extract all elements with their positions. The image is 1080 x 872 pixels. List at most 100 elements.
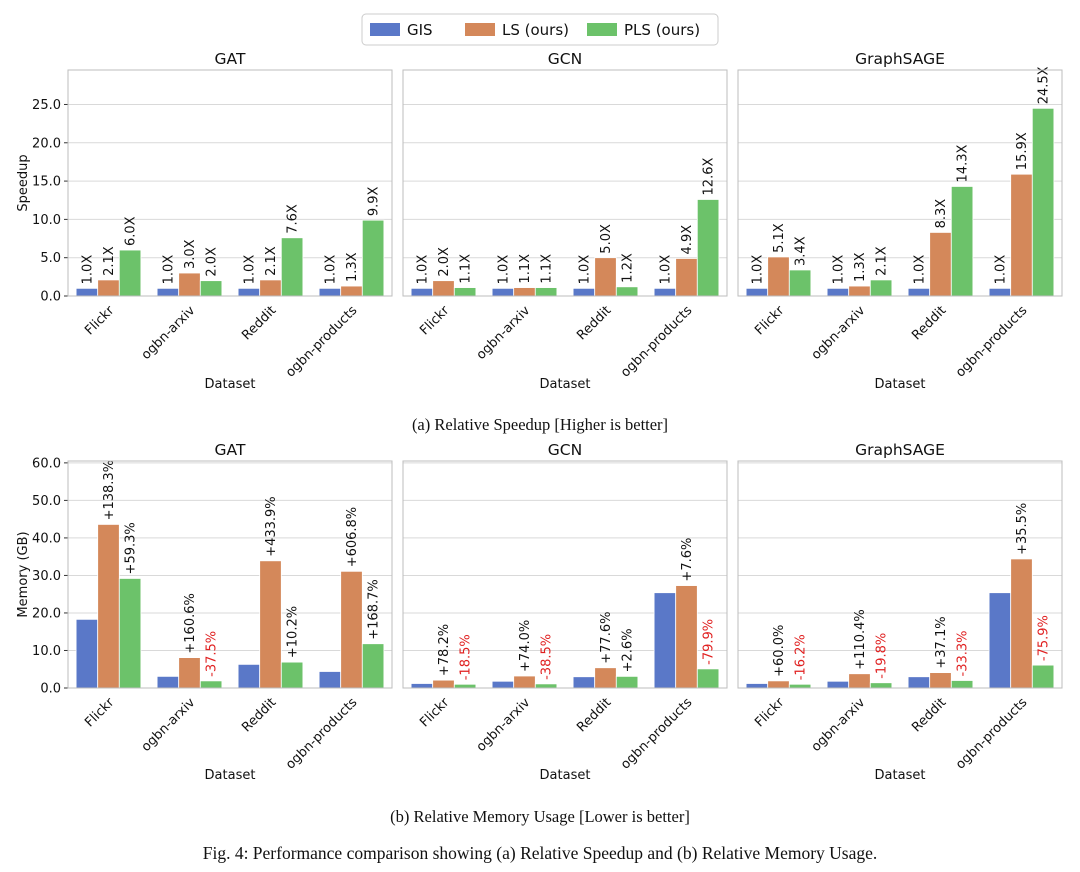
bar xyxy=(848,285,871,297)
chart-panel: 0.0 5.0 10.0 15.0 20.0 25.0 1.0X 2.1X 6.0X Flickr… xyxy=(16,50,393,392)
bar xyxy=(929,232,952,297)
caption-a: (a) Relative Speedup [Higher is better] xyxy=(412,415,668,434)
data-label: +110.4% xyxy=(853,609,868,669)
bar xyxy=(745,683,769,689)
x-axis-label: Dataset xyxy=(875,377,926,392)
data-label: 1.1X xyxy=(459,254,474,284)
legend-label-gis: GIS xyxy=(407,21,433,39)
bar xyxy=(988,287,1012,297)
bar xyxy=(75,618,99,689)
data-label: 1.2X xyxy=(621,253,636,283)
data-label: +77.6% xyxy=(599,612,614,664)
bar xyxy=(826,680,850,689)
panel-title: GAT xyxy=(215,441,246,459)
bar xyxy=(869,682,893,689)
bar xyxy=(950,186,974,297)
x-axis-label: Dataset xyxy=(205,377,256,392)
y-tick-label: 60.0 xyxy=(32,456,61,471)
panel-title: GraphSAGE xyxy=(855,441,945,459)
bar xyxy=(767,680,790,689)
legend-swatch-gis xyxy=(370,23,400,36)
y-tick-label: 25.0 xyxy=(32,98,61,113)
data-label: 1.0X xyxy=(161,255,176,285)
data-label: 1.0X xyxy=(993,255,1008,285)
y-tick-label: 0.0 xyxy=(40,682,61,697)
x-tick-label: ogbn-products xyxy=(953,303,1030,380)
y-tick-label: 10.0 xyxy=(32,644,61,659)
bar xyxy=(1010,558,1033,689)
bar xyxy=(675,585,698,689)
data-label: 1.0X xyxy=(577,255,592,285)
panel-title: GCN xyxy=(548,50,582,68)
bar xyxy=(950,680,974,689)
bar xyxy=(237,287,261,297)
x-tick-label: ogbn-arxiv xyxy=(809,695,869,755)
bar xyxy=(848,673,871,689)
bar xyxy=(615,286,639,297)
data-label: 1.1X xyxy=(518,254,533,284)
x-tick-label: ogbn-arxiv xyxy=(139,695,199,755)
axes-frame xyxy=(67,460,393,689)
bar xyxy=(788,269,812,297)
y-tick-label: 30.0 xyxy=(32,569,61,584)
bar xyxy=(432,280,455,297)
bar xyxy=(929,672,952,689)
bar xyxy=(259,560,282,689)
bar xyxy=(696,199,720,297)
data-label: 9.9X xyxy=(367,186,382,216)
data-label: 2.1X xyxy=(102,246,117,276)
bar xyxy=(453,683,477,689)
y-axis-label: Speedup xyxy=(16,154,31,211)
data-label: -16.2% xyxy=(794,634,809,680)
bar xyxy=(318,287,342,297)
data-label: 14.3X xyxy=(956,145,971,183)
y-tick-label: 10.0 xyxy=(32,213,61,228)
data-label: +59.3% xyxy=(124,522,139,574)
data-label: +606.8% xyxy=(345,507,360,567)
x-tick-label: ogbn-products xyxy=(618,695,695,772)
legend-label-ls: LS (ours) xyxy=(502,21,569,39)
y-tick-label: 20.0 xyxy=(32,136,61,151)
axes-frame xyxy=(737,460,1063,689)
bar xyxy=(318,671,342,689)
x-axis-label: Dataset xyxy=(540,768,591,783)
data-label: 1.0X xyxy=(323,255,338,285)
bar xyxy=(280,661,304,689)
x-tick-label: Flickr xyxy=(417,695,453,731)
legend-label-pls: PLS (ours) xyxy=(624,21,700,39)
data-label: 12.6X xyxy=(702,158,717,196)
x-tick-label: Flickr xyxy=(752,303,788,339)
data-label: 1.0X xyxy=(80,255,95,285)
x-tick-label: ogbn-products xyxy=(953,695,1030,772)
bar xyxy=(178,657,201,689)
data-label: 2.1X xyxy=(875,246,890,276)
x-tick-label: ogbn-arxiv xyxy=(139,303,199,363)
bar xyxy=(988,592,1012,689)
y-tick-label: 20.0 xyxy=(32,606,61,621)
y-tick-label: 50.0 xyxy=(32,494,61,509)
bar xyxy=(491,287,515,297)
figure-caption: Fig. 4: Performance comparison showing (… xyxy=(203,843,878,863)
chart-panel: 0.0 10.0 20.0 30.0 40.0 50.0 60.0 +138.3% +59.3%… xyxy=(16,441,393,783)
bar xyxy=(491,680,515,689)
data-label: +37.1% xyxy=(934,616,949,668)
x-tick-label: ogbn-arxiv xyxy=(809,303,869,363)
bar xyxy=(767,256,790,297)
data-label: 1.0X xyxy=(415,255,430,285)
bar xyxy=(75,287,99,297)
bar xyxy=(340,285,363,297)
axes-frame xyxy=(737,69,1063,297)
x-tick-label: ogbn-products xyxy=(618,303,695,380)
x-tick-label: ogbn-arxiv xyxy=(474,695,534,755)
bar xyxy=(594,257,617,297)
x-tick-label: Reddit xyxy=(574,303,614,343)
chart-panel: +60.0% -16.2% Flickr +110.4% -19.8% ogbn-arxi… xyxy=(737,441,1063,783)
y-tick-label: 15.0 xyxy=(32,175,61,190)
y-tick-label: 40.0 xyxy=(32,531,61,546)
bar xyxy=(1010,173,1033,297)
bar xyxy=(156,675,180,689)
x-tick-label: ogbn-products xyxy=(283,303,360,380)
data-label: 1.0X xyxy=(831,255,846,285)
bar xyxy=(572,676,596,689)
panel-title: GCN xyxy=(548,441,582,459)
